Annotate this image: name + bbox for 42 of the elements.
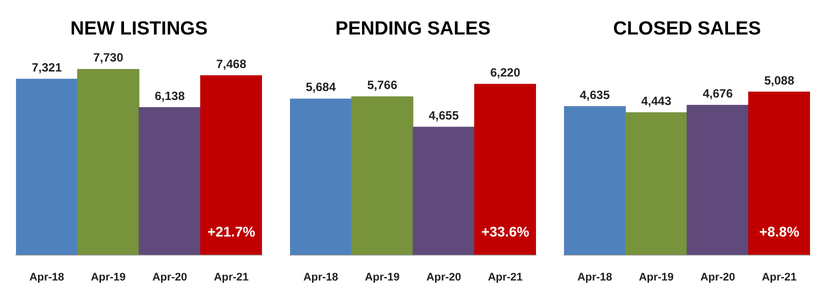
data-label: 4,635 <box>580 88 610 102</box>
bar <box>686 104 749 255</box>
x-tick-label: Apr-18 <box>577 271 612 284</box>
annotation: +33.6% <box>481 224 530 240</box>
data-label: 6,138 <box>154 88 186 103</box>
chart-title: CLOSED SALES <box>613 18 761 40</box>
bar <box>138 107 201 255</box>
annotation: +8.8% <box>759 224 800 240</box>
data-label: 7,730 <box>93 50 124 65</box>
x-tick-label: Apr-21 <box>214 271 249 284</box>
bar <box>16 78 78 255</box>
bar <box>290 98 352 255</box>
data-label: 4,655 <box>428 108 460 122</box>
x-tick-label: Apr-19 <box>638 271 674 284</box>
bar <box>748 92 810 255</box>
x-tick-label: Apr-20 <box>700 271 736 284</box>
data-label: 6,220 <box>490 66 521 80</box>
x-tick-label: Apr-21 <box>488 271 523 284</box>
data-label: 5,088 <box>764 73 795 88</box>
chart-title: NEW LISTINGS <box>70 18 208 40</box>
data-label: 7,321 <box>32 60 62 74</box>
bar <box>625 112 688 255</box>
bar <box>200 75 262 255</box>
x-tick-label: Apr-18 <box>29 271 64 284</box>
bar <box>564 106 626 255</box>
chart-title: PENDING SALES <box>335 18 491 40</box>
bar <box>412 126 475 255</box>
x-tick-label: Apr-20 <box>152 271 188 284</box>
x-tick-label: Apr-18 <box>303 271 338 284</box>
data-label: 4,443 <box>641 94 672 108</box>
bar <box>351 96 414 255</box>
data-label: 7,468 <box>216 56 247 71</box>
data-label: 4,676 <box>702 86 734 100</box>
data-label: 5,684 <box>306 80 336 94</box>
x-tick-label: Apr-19 <box>90 271 126 284</box>
annotation: +21.7% <box>207 224 256 240</box>
x-tick-label: Apr-21 <box>762 271 797 284</box>
x-tick-label: Apr-19 <box>364 271 400 284</box>
x-tick-label: Apr-20 <box>426 271 462 284</box>
bar <box>474 84 536 255</box>
data-label: 5,766 <box>367 78 398 92</box>
bar <box>77 68 140 255</box>
